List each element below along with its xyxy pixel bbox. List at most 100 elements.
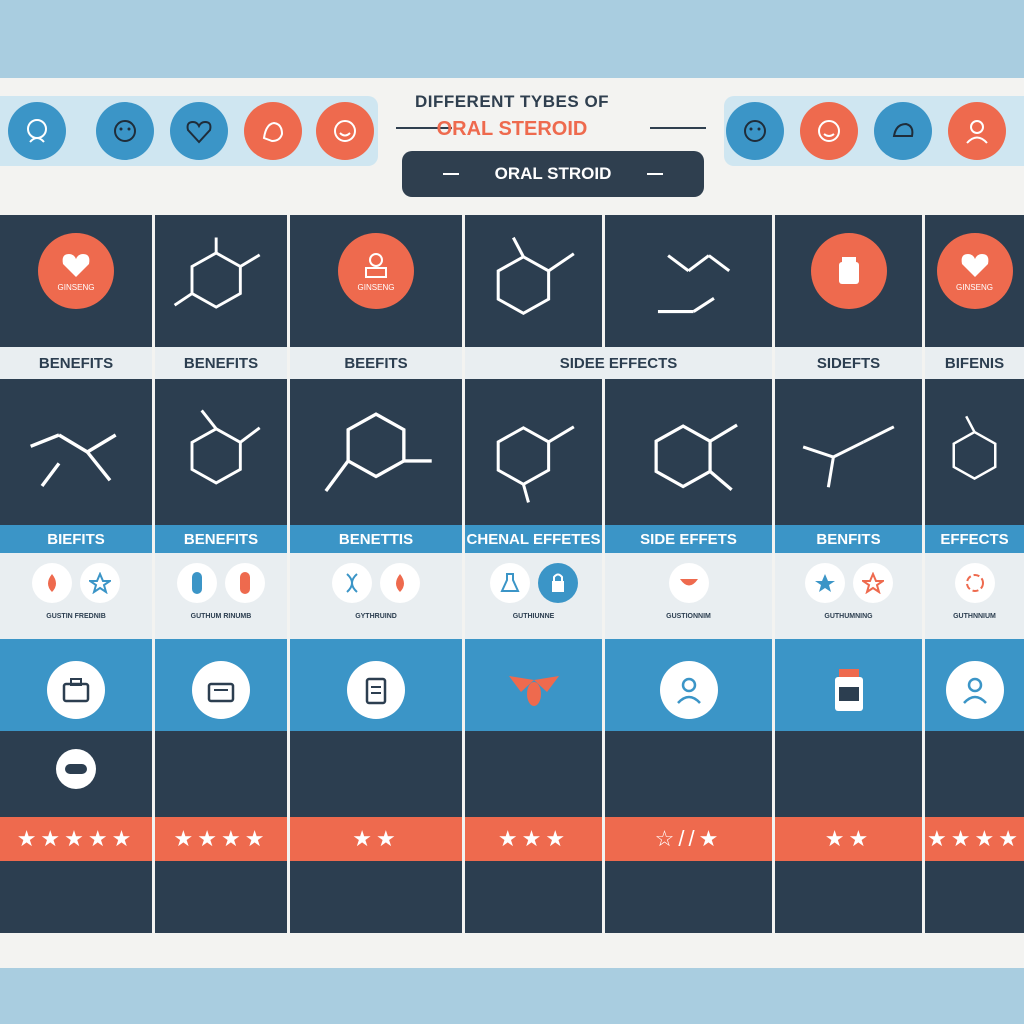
molecule-diagram [613, 389, 764, 515]
molecule-cell [605, 379, 775, 525]
molecule-diagram [163, 389, 279, 515]
row-labels-middle: BIEFITS BENEFITS BENETTIS CHENAL EFFETES… [0, 525, 1024, 553]
compound-circle [810, 233, 887, 309]
label-cell: BENETTIS [290, 525, 465, 553]
mini-caption: GUTHIUNNE [512, 613, 555, 620]
row-labels-top: BENEFITS BENEFITS BEEFITS SIDEE EFFECTS … [0, 347, 1024, 379]
label-cell: SIDE EFFETS [605, 525, 775, 553]
mini-icon-cell: GUTHNNIUM [925, 553, 1024, 639]
mini-icon-cell: GUSTIONNIM [605, 553, 775, 639]
subtitle-text: ORAL STROID [494, 164, 612, 183]
blue-face-icon [726, 102, 784, 160]
subtitle-bar: ORAL STROID [402, 151, 704, 197]
molecule-diagram [473, 389, 594, 515]
molecule-cell [605, 215, 775, 347]
cycle-icon [954, 563, 995, 603]
description-cell [0, 731, 155, 817]
molecule-cell [465, 215, 605, 347]
mini-caption: GUSTIONNIM [666, 613, 711, 620]
rating-cell: ☆//★ [605, 817, 775, 861]
label-cell: BIEFITS [0, 525, 155, 553]
flask-icon [489, 563, 530, 603]
doctor-icon [945, 661, 1004, 719]
star-icon [804, 563, 845, 603]
molecule-cell [155, 379, 290, 525]
product-cell [290, 639, 465, 731]
star-rating: ★★★★ [173, 826, 269, 851]
pill-badge-icon [56, 749, 96, 789]
star-rating: ★★★★★ [16, 826, 136, 851]
rating-cell: ★★★★★ [0, 817, 155, 861]
mini-icon-cell: GUTHUMNING [775, 553, 925, 639]
bee-icon [505, 661, 563, 719]
subtitle-dash-left [442, 173, 459, 175]
rating-cell: ★★ [775, 817, 925, 861]
molecule-cell [0, 379, 155, 525]
molecule-cell [290, 379, 465, 525]
molecule-cell [775, 379, 925, 525]
mini-caption: GUTHUM RINUMB [190, 613, 252, 620]
rating-cell: ★★★★ [925, 817, 1024, 861]
compound-cell: GINSENG [0, 215, 155, 347]
star-icon [80, 563, 120, 603]
label-text: BIEFITS [47, 531, 105, 548]
person-icon [659, 661, 718, 719]
molecule-cell [465, 379, 605, 525]
product-cell [605, 639, 775, 731]
star-rating: ☆//★ [654, 826, 723, 851]
briefcase-icon [47, 661, 105, 719]
label-cell: SIDEFTS [775, 347, 925, 379]
mini-icon-cell: GUTHUM RINUMB [155, 553, 290, 639]
infographic-poster: DIFFERENT TYBES OF ORAL STEROID ORAL STR… [0, 78, 1024, 968]
mini-caption: GUTHNNIUM [953, 613, 996, 620]
mini-caption: GUTHUMNING [824, 613, 873, 620]
note-cell [465, 861, 605, 933]
clipboard-icon [347, 661, 405, 719]
label-cell: BEEFITS [290, 347, 465, 379]
description-cell [155, 731, 290, 817]
molecule-diagram [8, 389, 144, 515]
bottom-band [0, 968, 1024, 1024]
product-cell [925, 639, 1024, 731]
mini-icon-cell: GUTHIUNNE [465, 553, 605, 639]
subtitle-dash-right [647, 173, 664, 175]
footer-cell [925, 933, 1024, 968]
molecule-cell [155, 215, 290, 347]
blue-hand-icon [874, 102, 932, 160]
mini-caption: GUSTIN FREDNIB [46, 613, 106, 620]
row-ratings: ★★★★★ ★★★★ ★★ ★★★ ☆//★ ★★ ★★★★ [0, 817, 1024, 861]
compound-circle: GINSENG [338, 233, 414, 309]
description-cell [775, 731, 925, 817]
label-cell: SIDEE EFFECTS [465, 347, 775, 379]
description-cell [605, 731, 775, 817]
footer-cell [290, 933, 465, 968]
star-rating: ★★★★ [927, 826, 1022, 851]
row-mini-icons: GUSTIN FREDNIB GUTHUM RINUMB GYTHRUIND G… [0, 553, 1024, 639]
label-cell: BENFITS [775, 525, 925, 553]
molecule-diagram [933, 389, 1016, 515]
title-line-1: DIFFERENT TYBES OF [414, 92, 610, 111]
title-line-2: ORAL STEROID [436, 118, 588, 140]
rating-cell: ★★ [290, 817, 465, 861]
label-text: BENEFITS [38, 355, 114, 372]
label-cell: BENEFITS [155, 525, 290, 553]
note-cell [0, 861, 155, 933]
label-text: BENETTIS [338, 531, 414, 548]
label-text: SIDEE EFFECTS [559, 355, 678, 372]
drop-icon [380, 563, 420, 603]
label-cell: EFFECTS [925, 525, 1024, 553]
rating-cell: ★★★ [465, 817, 605, 861]
molecule-diagram [473, 225, 594, 337]
label-cell: BENEFITS [155, 347, 290, 379]
molecule-diagram [613, 225, 764, 337]
description-cell [465, 731, 605, 817]
row-footer [0, 933, 1024, 968]
label-text: SIDE EFFETS [640, 531, 737, 548]
product-cell [775, 639, 925, 731]
drop-icon [32, 563, 72, 603]
description-cell [925, 731, 1024, 817]
molecule-diagram [298, 389, 454, 515]
label-text: EFFECTS [940, 531, 1009, 548]
row-top-compounds: GINSENG GINSENG [0, 215, 1024, 347]
briefcase-icon [192, 661, 250, 719]
